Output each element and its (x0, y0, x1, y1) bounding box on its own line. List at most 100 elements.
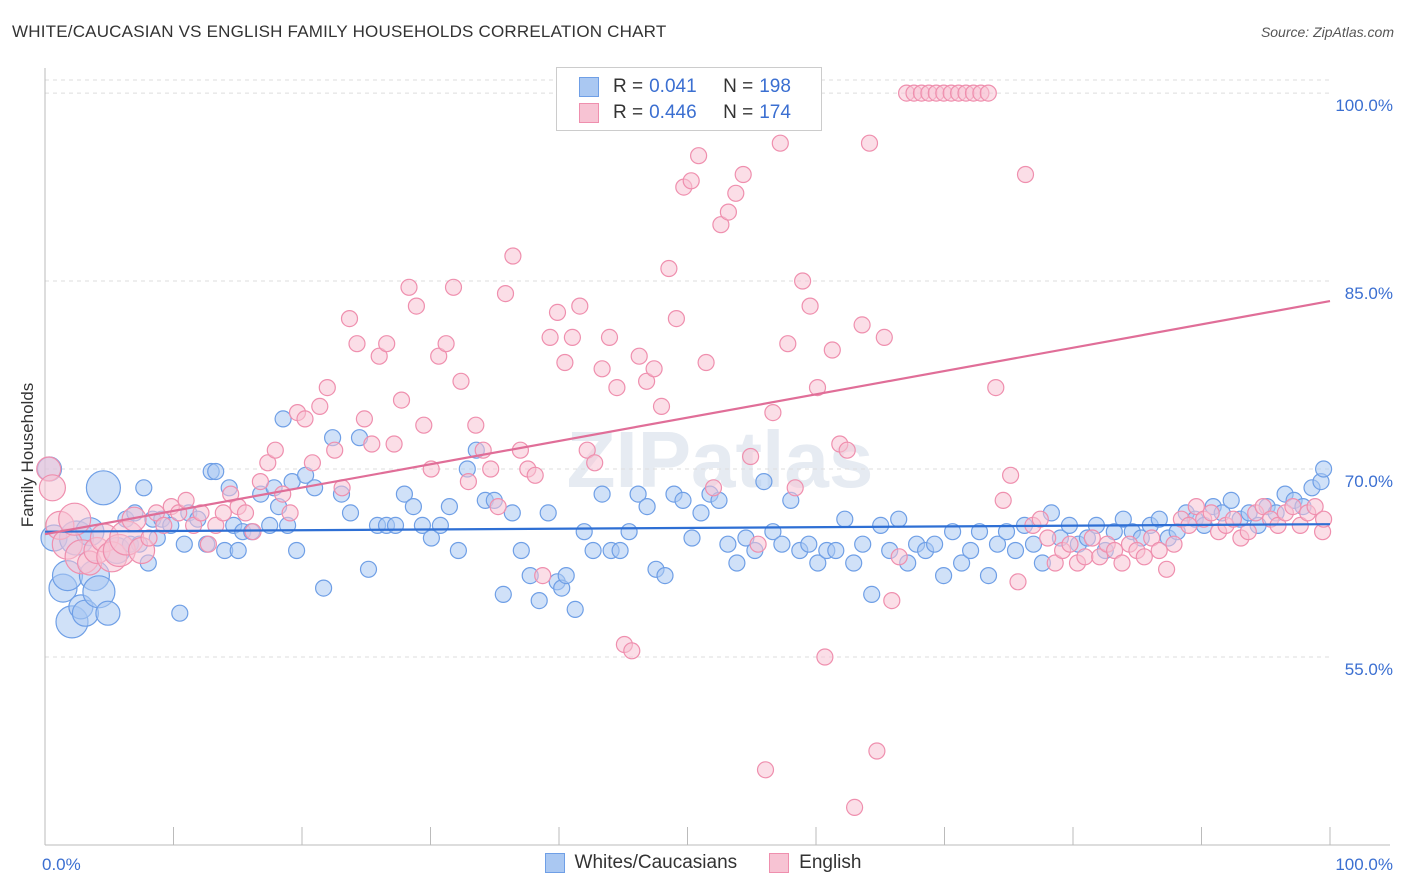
white-point (1222, 491, 1240, 509)
series-label-english: English (799, 852, 862, 873)
white-point (800, 535, 818, 553)
english-point (556, 353, 574, 372)
english-point (534, 566, 552, 585)
white-point (854, 535, 872, 553)
legend-row-english: R = 0.446 N = 174 (579, 101, 797, 125)
english-point (415, 416, 433, 434)
legend-swatch-english (579, 103, 599, 123)
white-point (845, 554, 863, 572)
english-point (793, 272, 812, 290)
white-point (638, 498, 656, 516)
english-point (764, 404, 782, 422)
white-point (1314, 460, 1333, 478)
y-tick-label: 100.0% (1335, 96, 1393, 115)
english-point (489, 498, 507, 516)
white-point (440, 498, 458, 516)
white-point (620, 523, 638, 541)
series-legend-english[interactable]: English (769, 852, 861, 874)
white-point (692, 504, 710, 522)
english-point (199, 535, 217, 553)
english-point (236, 504, 255, 522)
english-point (348, 335, 366, 353)
english-point (1046, 554, 1064, 572)
english-point (652, 397, 671, 415)
english-point (1306, 498, 1324, 516)
english-point (808, 379, 827, 397)
white-point (288, 541, 306, 560)
white-point (274, 410, 292, 428)
white-point (863, 585, 881, 604)
legend-r-value-english: 0.446 (649, 102, 697, 123)
english-point (801, 297, 819, 315)
x-tick-label: 0.0% (42, 855, 81, 874)
english-point (392, 391, 411, 409)
white-point (1114, 510, 1132, 528)
y-tick-label: 70.0% (1345, 472, 1393, 491)
english-point (526, 466, 544, 484)
white-point (1150, 510, 1168, 528)
whites-trend-line (44, 523, 1331, 533)
english-point (370, 347, 388, 365)
white-point (494, 585, 512, 604)
english-point (1009, 573, 1027, 591)
english-point (727, 184, 745, 202)
english-point (987, 379, 1005, 397)
english-point (437, 335, 455, 353)
english-point (1239, 523, 1257, 541)
white-point (584, 541, 602, 560)
english-point (853, 316, 871, 334)
legend-r-value-whites: 0.041 (649, 76, 697, 97)
legend-n-value-english: 174 (759, 102, 791, 123)
english-point (845, 798, 864, 817)
english-point (1284, 498, 1302, 516)
english-point (459, 473, 477, 491)
white-point (952, 554, 971, 572)
series-legend-whites[interactable]: Whites/Caucasians (544, 852, 737, 874)
english-point (378, 335, 396, 353)
english-point (630, 347, 648, 365)
english-point (979, 84, 997, 102)
english-point (1083, 529, 1101, 547)
english-point (860, 134, 879, 152)
white-point (359, 560, 378, 578)
white-point (836, 510, 854, 528)
english-point (482, 460, 500, 478)
english-point (883, 591, 901, 610)
white-point (997, 523, 1016, 541)
legend-row-whites: R = 0.041 N = 198 (579, 75, 797, 99)
english-point (1165, 535, 1183, 553)
english-point (771, 134, 789, 152)
white-point (449, 541, 467, 560)
english-point (823, 341, 841, 359)
english-point (407, 297, 425, 315)
english-point (185, 516, 203, 535)
english-point (645, 360, 663, 378)
white-point (512, 541, 530, 560)
legend-swatch-whites (579, 77, 599, 97)
english-point (734, 165, 752, 184)
white-point (395, 485, 413, 503)
english-point (704, 479, 723, 497)
english-point (741, 447, 760, 466)
white-point (872, 516, 890, 535)
white-point (943, 523, 962, 541)
english-point (1091, 548, 1109, 566)
white-point (404, 498, 422, 516)
english-point (868, 742, 886, 760)
correlation-legend: R = 0.041 N = 198 R = 0.446 N = 174 (556, 67, 822, 131)
white-point (135, 479, 153, 497)
white-point (656, 566, 674, 585)
english-point (593, 360, 611, 378)
x-tick-label: 100.0% (1335, 855, 1393, 874)
y-tick-label: 85.0% (1345, 284, 1393, 303)
white-point (229, 541, 247, 560)
english-point (1113, 554, 1131, 572)
white-point (611, 541, 629, 560)
english-point (467, 416, 485, 434)
english-point (890, 548, 908, 566)
english-point (563, 328, 582, 346)
english-point (303, 454, 321, 472)
white-point (827, 541, 845, 560)
english-point (697, 353, 715, 372)
